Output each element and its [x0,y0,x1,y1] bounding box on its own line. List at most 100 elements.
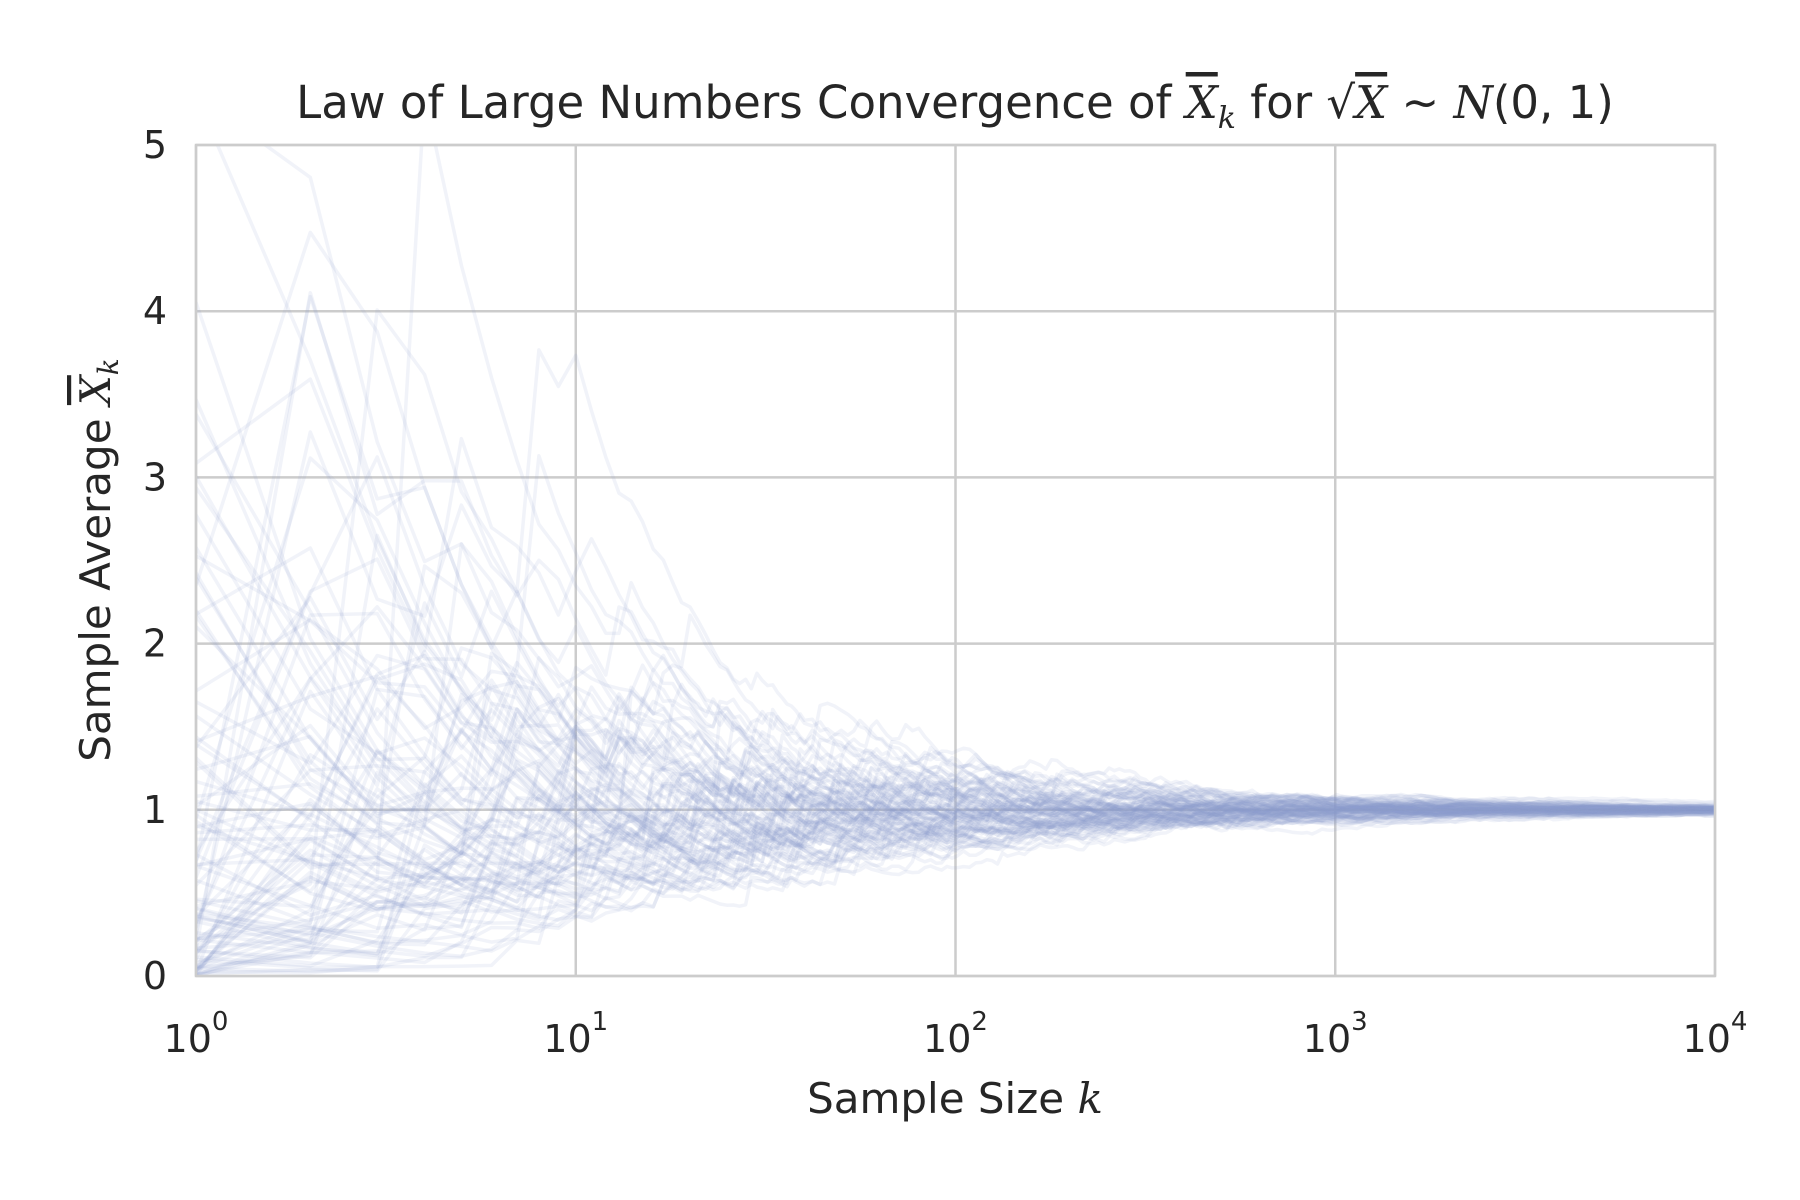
sample-path [196,768,1715,860]
sample-path [196,778,1715,971]
y-tick-label: 5 [143,123,167,167]
sample-path [196,455,1715,879]
x-axis-label: Sample Size k [807,1074,1103,1123]
y-axis-label-symbol: X [71,373,120,408]
sample-path [196,753,1715,960]
sample-path [196,788,1715,945]
sample-path [196,683,1715,909]
sample-path [196,749,1715,867]
sample-path [196,674,1715,846]
sample-path [196,804,1715,956]
sample-path [196,792,1715,908]
sample-path [196,683,1715,887]
sample-path [196,754,1715,970]
sample-path [196,651,1715,903]
sample-path [196,145,1715,973]
sample-path [196,748,1715,925]
x-axis-label-text: Sample Size [807,1074,1077,1123]
sample-path [196,377,1715,841]
sample-path [196,348,1715,935]
sample-path [196,625,1715,840]
sample-path [196,398,1715,840]
title-prefix: Law of Large Numbers Convergence of [296,76,1186,129]
y-axis-label-subscript: k [92,358,125,375]
sample-path [196,546,1715,815]
sample-path [196,615,1715,859]
title-dist-params: (0, 1) [1493,76,1614,129]
sample-path [196,662,1715,824]
sample-path [196,687,1715,944]
sample-path [196,783,1715,976]
x-axis-ticks: 100 101 102 103 104 [164,1007,1748,1061]
sample-path [196,678,1715,941]
title-normal-symbol: N [1452,76,1494,129]
sample-path [196,780,1715,954]
x-tick-label: 104 [1683,1007,1748,1061]
sample-path [196,718,1715,976]
sample-path [196,572,1715,882]
sample-path [196,301,1715,863]
plot-frame [194,143,1717,978]
y-tick-label: 4 [143,289,167,333]
sample-path [196,294,1715,864]
sample-path [196,557,1715,867]
x-tick-label: 102 [923,1007,988,1061]
sample-path [196,785,1715,943]
sample-path [196,595,1715,850]
sample-path [196,772,1715,969]
sample-path [196,589,1715,973]
sample-path [196,761,1715,971]
sample-path [196,454,1715,965]
title-tilde: ~ [1387,76,1453,129]
sample-path [196,783,1715,976]
sample-path [196,798,1715,975]
sample-path [196,542,1715,976]
sample-path [196,804,1715,937]
sample-path [196,701,1715,862]
sample-path [196,605,1715,924]
sample-path [196,770,1715,936]
sample-path [196,775,1715,976]
sample-path [196,777,1715,889]
sample-path [196,732,1715,886]
chart-title: Law of Large Numbers Convergence of Xk f… [296,76,1614,136]
sample-path [196,790,1715,968]
y-tick-label: 2 [143,622,167,666]
sample-path [196,759,1715,923]
sample-path [196,456,1715,820]
sample-path [196,676,1715,854]
sample-path [196,618,1715,825]
sample-path [196,692,1715,856]
title-sqrt-arg: X [1352,76,1389,129]
title-sqrt-sign: √ [1326,76,1355,129]
y-tick-label: 1 [143,788,167,832]
sample-path [196,646,1715,970]
sample-path [196,230,1715,819]
title-middle: for [1236,76,1326,129]
sample-path [196,794,1715,951]
plot-area [194,143,1717,978]
title-x-bar: X [1183,76,1220,129]
y-tick-label: 3 [143,455,167,499]
sample-path [196,773,1715,941]
sample-path [196,801,1715,930]
y-axis-label-text: Sample Average [71,405,120,762]
sample-path [196,653,1715,815]
sample-path [196,609,1715,841]
x-tick-label: 101 [543,1007,608,1061]
sample-path [196,772,1715,976]
sample-path [196,475,1715,826]
sample-path [196,564,1715,832]
sample-path [196,806,1715,938]
sample-path [196,308,1715,940]
sample-average-paths [196,145,1715,976]
y-axis-label: Sample Average Xk [71,358,125,762]
sample-path [196,756,1715,900]
sample-path [196,711,1715,880]
sample-path [196,797,1715,949]
sample-path [196,546,1715,912]
sample-path [196,723,1715,858]
sample-path [196,486,1715,853]
sample-path [196,767,1715,969]
